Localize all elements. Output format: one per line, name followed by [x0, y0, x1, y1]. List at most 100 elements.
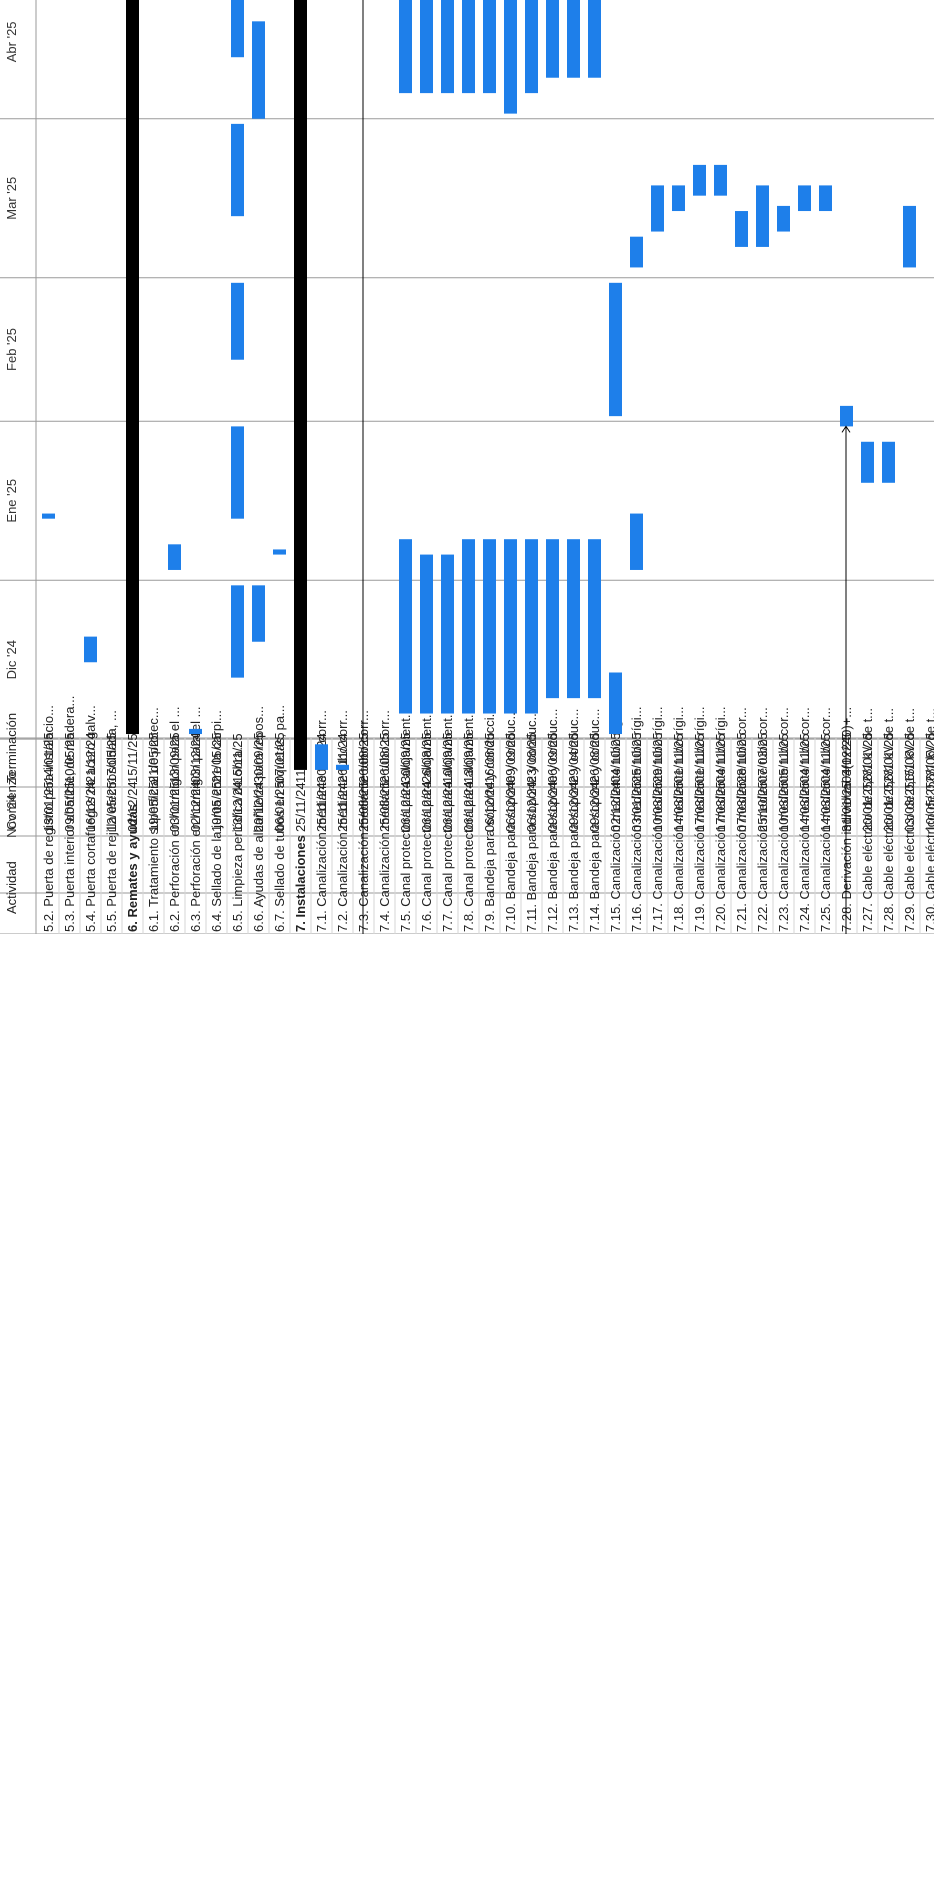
activity-end: 04/10/25: [608, 732, 623, 783]
arrow-head: [841, 425, 851, 433]
activity-name: 6. Remates y ayudas: [125, 804, 140, 932]
task-bar: [441, 0, 454, 94]
gantt-stage: Actividad Comienzo Terminación Nov '24 Di…: [0, 0, 934, 934]
activity-end: 15/11/25: [230, 733, 245, 783]
activity-end: 06/09/25: [545, 732, 560, 783]
task-bar: [420, 554, 433, 714]
activity-name: 6.2. Perforación en hormigón para el ...: [167, 707, 182, 932]
task-bar: [462, 0, 475, 94]
activity-name: 7. Instalaciones: [293, 835, 308, 932]
activity-start: 25/08/25: [377, 781, 392, 832]
activity-name: 7.6. Canal protectora para alojamient...: [419, 707, 434, 932]
task-bar: [336, 764, 349, 770]
activity-start: 07/03/25: [734, 781, 749, 832]
activity-end: 10/05/25: [62, 732, 77, 783]
activity-start: 14/03/25: [671, 781, 686, 832]
activity-start: 20/01/25: [881, 781, 896, 832]
activity-start: 14/03/25: [818, 781, 833, 832]
activity-end: 04/11/25: [818, 733, 833, 783]
activity-name: 7.15. Canalización mediante tubo rígi...: [608, 707, 623, 932]
activity-name: 6.3. Perforación en hormigón para el ...: [188, 707, 203, 932]
task-bar: [588, 539, 601, 699]
activity-start: 13/12/24: [230, 781, 245, 832]
bars-layer: [42, 0, 916, 770]
activity-name: 7.24. Canalización mediante tubo cor...: [797, 707, 812, 932]
task-bar: [882, 441, 895, 483]
task-bar: [525, 0, 538, 94]
activity-start: 25/11/24: [335, 782, 350, 832]
activity-name: 7.19. Canalización mediante tubo rígi...: [692, 707, 707, 932]
task-bar: [630, 513, 643, 570]
activity-name: 6.4. Sellado de la junta entre la carpi.…: [209, 710, 224, 932]
activity-start: 09/12/24: [545, 781, 560, 832]
summary-bar: [126, 0, 139, 735]
task-bar: [462, 539, 475, 714]
activity-end: 30/09/25: [398, 732, 413, 783]
activity-start: 06/01/25: [272, 781, 287, 832]
activity-end: 15/11/25: [125, 733, 140, 783]
activity-end: 03/12/24: [188, 732, 203, 783]
activity-start: 20/12/24: [251, 781, 266, 832]
activity-name: 7.28. Cable eléctrico de 0,6/1 kV de t..…: [881, 708, 896, 932]
timeline-months: Nov '24 Dic '24 Ene '25 Feb '25 Mar '25 Abr '…: [4, 21, 19, 838]
activity-start: 14/03/25: [797, 781, 812, 832]
month-label: Feb '25: [4, 328, 19, 371]
activity-name: 5.4. Puerta cortafuegos de acero galv...: [83, 705, 98, 932]
activity-name: 7.4. Canalización mediante tubo corr...: [377, 710, 392, 932]
task-bar: [819, 185, 832, 212]
activity-name: 7.30. Cable eléctrico de 0,6/1 kV de t..…: [923, 708, 934, 932]
task-bar: [168, 544, 181, 570]
task-bar: [483, 0, 496, 94]
task-bar: [903, 205, 916, 268]
task-bar: [231, 585, 244, 678]
activity-end: 07/01/25: [272, 732, 287, 783]
task-bar: [189, 728, 202, 735]
month-label: Nov '24: [4, 794, 19, 838]
activity-name: 7.7. Canal protectora para alojamient...: [440, 707, 455, 932]
activity-name: 7.8. Canal protectora para alojamient...: [461, 707, 476, 932]
task-bar: [42, 513, 55, 519]
activity-start: 06/12/24: [419, 781, 434, 832]
activity-name: 7.14. Bandeja para soporte y conduc...: [587, 709, 602, 932]
activity-name: 6.1. Tratamiento superficial de protec..…: [146, 707, 161, 932]
task-bar: [546, 539, 559, 699]
activity-rows: 5.2. Puerta de registro para instalacio.…: [41, 696, 934, 932]
task-bar: [483, 539, 496, 714]
task-bar: [504, 539, 517, 714]
activity-start: 10/03/25: [776, 781, 791, 832]
activity-end: 28/01/25: [860, 732, 875, 783]
task-bar: [609, 672, 622, 735]
task-bar: [525, 539, 538, 714]
activity-end: 26/08/25: [419, 732, 434, 783]
activity-start: 10/03/25: [650, 781, 665, 832]
task-bar: [777, 205, 790, 232]
activity-name: 6.7. Sellado de tubos en arquetas, pa...: [272, 705, 287, 932]
activity-end: 26/11/24: [335, 733, 350, 783]
header-activity: Actividad: [4, 861, 19, 914]
task-bar: [231, 123, 244, 217]
activity-end: 04/11/25: [713, 733, 728, 783]
activity-start: 12/05/25: [104, 781, 119, 832]
activity-name: 7.13. Bandeja para soporte y conduc...: [566, 709, 581, 932]
gantt-chart: Actividad Comienzo Terminación Nov '24 Di…: [0, 0, 934, 934]
activity-name: 5.5. Puerta de rejilla electrosoldada, .…: [104, 710, 119, 932]
activity-name: 7.27. Cable eléctrico de 0,6/1 kV de t..…: [860, 708, 875, 932]
task-bar: [588, 0, 601, 78]
activity-start: 06/12/24: [524, 781, 539, 832]
activity-start: 19/05/25: [209, 781, 224, 832]
activity-name: 7.29. Cable eléctrico de 0,6/1 kV de t..…: [902, 708, 917, 932]
activity-start: 25/11/24: [314, 782, 329, 832]
task-bar: [798, 185, 811, 212]
activity-end: 16/08/25: [482, 732, 497, 783]
task-bar: [861, 441, 874, 483]
task-bar: [231, 426, 244, 519]
task-bar: [315, 744, 328, 770]
activity-start: 09/12/24: [566, 781, 581, 832]
activity-name: 7.18. Canalización mediante tubo rígi...: [671, 707, 686, 932]
task-bar: [399, 539, 412, 714]
activity-name: 7.5. Canal protectora para alojamient...: [398, 707, 413, 932]
activity-end: 10/09/25: [440, 732, 455, 783]
activity-end: 04/11/25: [797, 733, 812, 783]
activity-start: 02/12/24: [188, 781, 203, 832]
task-bar: [735, 211, 748, 247]
